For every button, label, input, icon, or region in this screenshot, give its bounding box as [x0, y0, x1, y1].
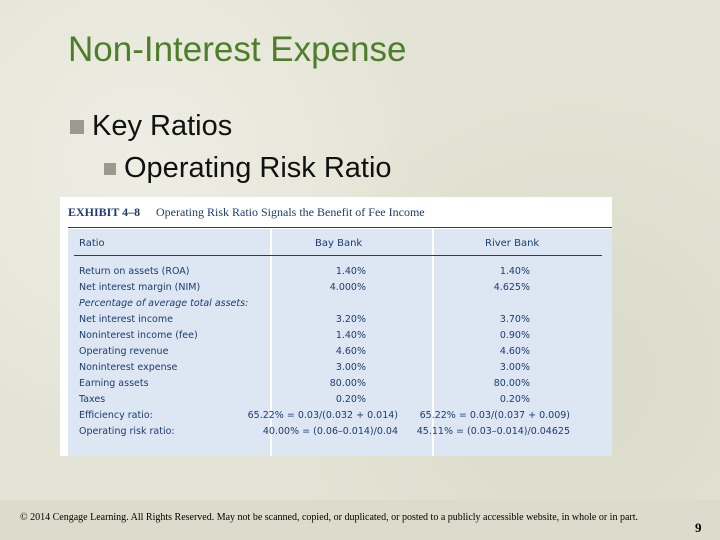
bullet-operating-risk-ratio: Operating Risk Ratio	[104, 152, 392, 185]
square-bullet-icon	[104, 162, 116, 175]
page-number: 9	[695, 520, 702, 535]
bullet-text: Operating Risk Ratio	[124, 152, 392, 184]
column-header-river-bank: River Bank	[485, 238, 540, 249]
exhibit-caption: Operating Risk Ratio Signals the Benefit…	[156, 205, 425, 219]
river-bank-value: 1.40%	[499, 266, 530, 277]
row-label: Noninterest income (fee)	[79, 330, 198, 341]
row-label: Net interest margin (NIM)	[79, 282, 201, 293]
column-divider	[432, 229, 434, 456]
row-label: Operating revenue	[79, 346, 169, 357]
river-bank-value: 3.00%	[499, 362, 530, 373]
bullet-text: Key Ratios	[92, 110, 233, 142]
bay-bank-value: 40.00% = (0.06–0.014)/0.04	[262, 426, 398, 437]
bay-bank-value: 80.00%	[329, 378, 366, 389]
column-header-ratio: Ratio	[79, 238, 105, 249]
river-bank-value: 45.11% = (0.03–0.014)/0.04625	[416, 426, 570, 437]
column-header-bay-bank: Bay Bank	[315, 238, 363, 249]
slide-title: Non-Interest Expense	[68, 30, 407, 69]
bay-bank-value: 4.000%	[329, 282, 366, 293]
row-label: Net interest income	[79, 314, 173, 325]
table-header-rule	[74, 255, 602, 256]
exhibit-label: EXHIBIT 4–8	[68, 205, 141, 219]
footer-band	[0, 500, 720, 540]
row-label: Operating risk ratio:	[79, 426, 175, 437]
square-bullet-icon	[70, 119, 84, 134]
river-bank-value: 4.625%	[493, 282, 530, 293]
row-label: Percentage of average total assets:	[79, 298, 249, 309]
exhibit-header: EXHIBIT 4–8 Operating Risk Ratio Signals…	[60, 197, 612, 228]
bay-bank-value: 4.60%	[335, 346, 366, 357]
row-label: Earning assets	[79, 378, 149, 389]
exhibit-header-rule	[68, 227, 612, 228]
bay-bank-value: 1.40%	[335, 266, 366, 277]
row-label: Noninterest expense	[79, 362, 178, 373]
bay-bank-value: 0.20%	[335, 394, 366, 405]
river-bank-value: 80.00%	[493, 378, 530, 389]
river-bank-value: 4.60%	[499, 346, 530, 357]
exhibit-image: EXHIBIT 4–8 Operating Risk Ratio Signals…	[60, 197, 612, 456]
river-bank-value: 0.90%	[499, 330, 530, 341]
river-bank-value: 0.20%	[499, 394, 530, 405]
bay-bank-value: 3.00%	[335, 362, 366, 373]
row-label: Taxes	[79, 394, 106, 405]
river-bank-value: 3.70%	[499, 314, 530, 325]
exhibit-table: Ratio Bay Bank River Bank Return on asse…	[68, 229, 612, 456]
row-label: Return on assets (ROA)	[79, 266, 190, 277]
bullet-key-ratios: Key Ratios	[70, 110, 232, 143]
bay-bank-value: 3.20%	[335, 314, 366, 325]
copyright-notice: © 2014 Cengage Learning. All Rights Rese…	[20, 512, 638, 523]
bay-bank-value: 1.40%	[335, 330, 366, 341]
column-divider	[270, 229, 272, 456]
river-bank-value: 65.22% = 0.03/(0.037 + 0.009)	[419, 410, 570, 421]
bay-bank-value: 65.22% = 0.03/(0.032 + 0.014)	[247, 410, 398, 421]
row-label: Efficiency ratio:	[79, 410, 153, 421]
